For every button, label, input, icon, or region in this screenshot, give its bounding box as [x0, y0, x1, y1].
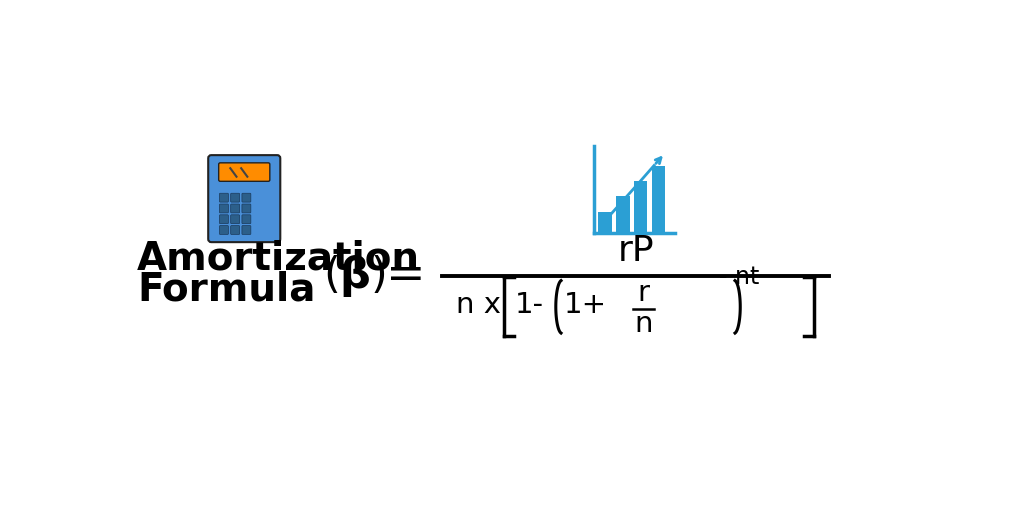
Text: n x: n x: [456, 291, 501, 319]
Bar: [651, 166, 666, 234]
FancyBboxPatch shape: [230, 226, 240, 235]
FancyBboxPatch shape: [219, 204, 228, 213]
Bar: [598, 212, 611, 234]
Bar: [634, 181, 647, 234]
Text: Formula: Formula: [137, 270, 315, 309]
FancyBboxPatch shape: [219, 193, 228, 202]
FancyBboxPatch shape: [242, 226, 251, 235]
FancyBboxPatch shape: [230, 204, 240, 213]
Text: $(\mathbf{\beta})$: $(\mathbf{\beta})$: [323, 252, 386, 299]
FancyBboxPatch shape: [242, 193, 251, 202]
Text: Amortization: Amortization: [137, 240, 420, 278]
Bar: [616, 196, 630, 234]
Text: r: r: [637, 279, 649, 307]
Text: 1+: 1+: [563, 291, 607, 319]
FancyBboxPatch shape: [230, 193, 240, 202]
Text: rP: rP: [617, 234, 654, 268]
FancyBboxPatch shape: [242, 215, 251, 224]
FancyBboxPatch shape: [219, 226, 228, 235]
FancyBboxPatch shape: [208, 155, 281, 242]
Text: - nt: - nt: [719, 265, 759, 289]
Text: n: n: [634, 310, 652, 338]
FancyBboxPatch shape: [230, 215, 240, 224]
Text: =: =: [386, 253, 425, 298]
Text: 1-: 1-: [515, 291, 544, 319]
FancyBboxPatch shape: [219, 215, 228, 224]
FancyBboxPatch shape: [219, 163, 270, 181]
FancyBboxPatch shape: [242, 204, 251, 213]
